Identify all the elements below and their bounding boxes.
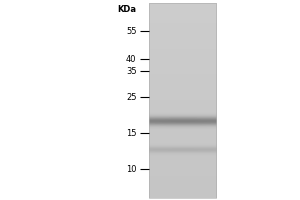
Text: 25: 25 — [126, 92, 136, 102]
Text: KDa: KDa — [118, 4, 136, 14]
Text: 55: 55 — [126, 26, 136, 36]
Text: 35: 35 — [126, 66, 136, 75]
Text: 40: 40 — [126, 54, 136, 64]
Text: 15: 15 — [126, 129, 136, 138]
Text: 10: 10 — [126, 164, 136, 173]
